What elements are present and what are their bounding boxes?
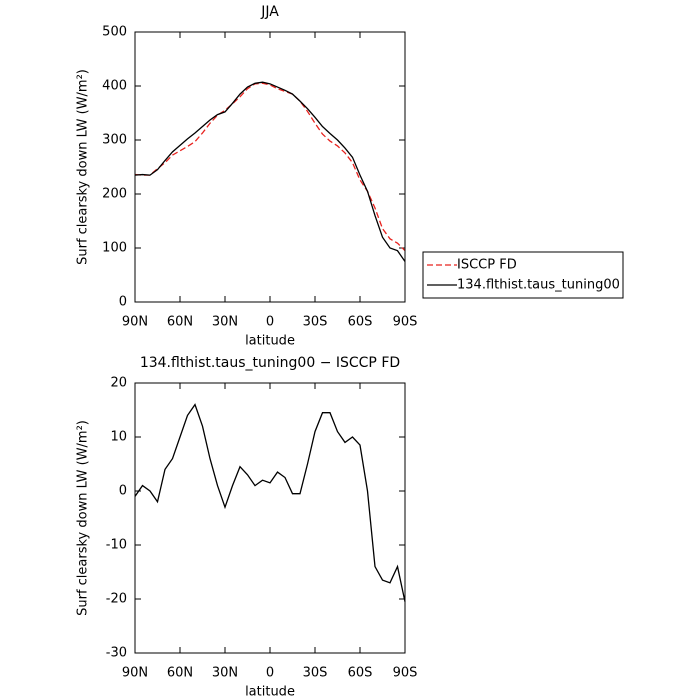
x-tick-label: 60N xyxy=(167,315,193,330)
plot-frame xyxy=(134,382,406,654)
y-tick-label: 200 xyxy=(102,187,127,202)
x-tick-label: 30S xyxy=(303,666,328,681)
y-axis-label: Surf clearsky down LW (W/m²) xyxy=(76,420,91,616)
x-tick-label: 90S xyxy=(393,315,418,330)
y-tick-label: 0 xyxy=(119,484,127,499)
y-tick-label: 500 xyxy=(102,25,127,40)
legend-box xyxy=(422,251,624,299)
x-axis-label: latitude xyxy=(245,334,295,349)
plot-frame xyxy=(134,31,406,303)
y-tick-label: 300 xyxy=(102,133,127,148)
x-tick-label: 60S xyxy=(348,666,373,681)
x-tick-label: 0 xyxy=(266,666,274,681)
data-line xyxy=(134,82,406,252)
y-tick-label: 400 xyxy=(102,79,127,94)
x-tick-label: 30N xyxy=(212,315,238,330)
legend-label: 134.flthist.taus_tuning00 xyxy=(457,278,620,293)
chart-title: JJA xyxy=(260,4,279,20)
data-line xyxy=(134,81,406,262)
x-tick-label: 60S xyxy=(348,315,373,330)
x-tick-label: 90N xyxy=(122,315,148,330)
y-tick-label: -20 xyxy=(106,592,127,607)
legend-label: ISCCP FD xyxy=(457,258,517,273)
y-tick-label: 100 xyxy=(102,241,127,256)
y-tick-label: -30 xyxy=(106,646,127,661)
x-tick-label: 0 xyxy=(266,315,274,330)
x-tick-label: 30S xyxy=(303,315,328,330)
data-line xyxy=(134,403,406,602)
x-tick-label: 60N xyxy=(167,666,193,681)
y-tick-label: 20 xyxy=(110,376,127,391)
y-tick-label: 0 xyxy=(119,295,127,310)
x-tick-label: 30N xyxy=(212,666,238,681)
x-tick-label: 90N xyxy=(122,666,148,681)
x-axis-label: latitude xyxy=(245,685,295,700)
y-tick-label: -10 xyxy=(106,538,127,553)
x-tick-label: 90S xyxy=(393,666,418,681)
y-axis-label: Surf clearsky down LW (W/m²) xyxy=(76,69,91,265)
chart-title: 134.flthist.taus_tuning00 − ISCCP FD xyxy=(140,355,400,371)
y-tick-label: 10 xyxy=(110,430,127,445)
